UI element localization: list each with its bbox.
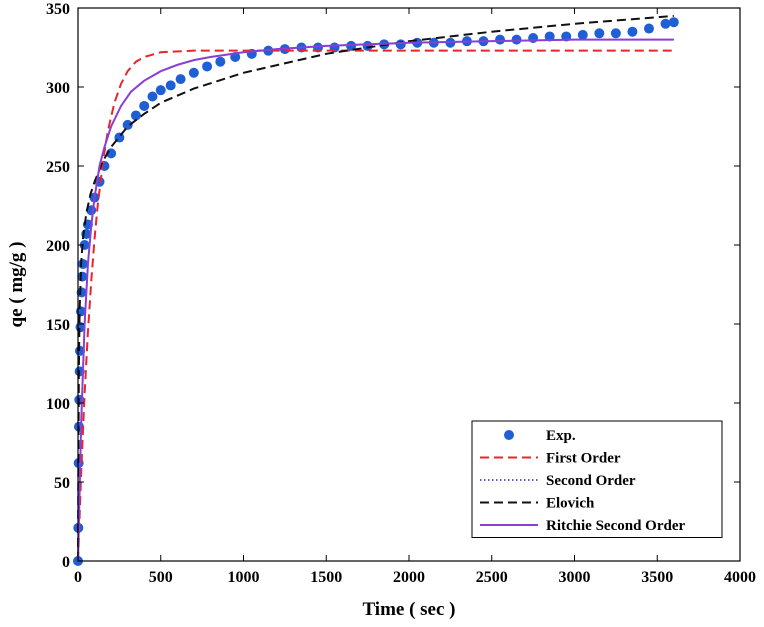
x-tick-label: 2500 bbox=[476, 569, 508, 586]
y-tick-label: 0 bbox=[62, 554, 70, 571]
data-point bbox=[594, 28, 605, 39]
data-point bbox=[511, 34, 522, 45]
y-tick-label: 250 bbox=[46, 159, 70, 176]
x-axis-label: Time ( sec ) bbox=[362, 599, 455, 620]
data-point bbox=[362, 40, 373, 51]
data-point bbox=[147, 91, 158, 102]
legend-label: Ritchie Second Order bbox=[546, 518, 685, 534]
x-tick-label: 2000 bbox=[393, 569, 425, 586]
data-point bbox=[528, 33, 539, 44]
data-point bbox=[139, 100, 150, 111]
legend-label: Elovich bbox=[546, 496, 595, 512]
x-tick-label: 3500 bbox=[641, 569, 673, 586]
data-point bbox=[77, 258, 88, 269]
x-axis: 0 500 1000 1500 2000 2500 3000 3500 4000 bbox=[74, 8, 756, 586]
y-tick-label: 300 bbox=[46, 80, 70, 97]
legend-box bbox=[471, 420, 723, 538]
data-point bbox=[544, 31, 555, 42]
data-point bbox=[395, 39, 406, 50]
x-tick-label: 1500 bbox=[310, 569, 342, 586]
y-tick-label: 100 bbox=[46, 396, 70, 413]
legend-swatch-marker bbox=[504, 430, 514, 440]
data-point bbox=[188, 67, 199, 78]
data-point bbox=[155, 85, 166, 96]
x-tick-label: 500 bbox=[149, 569, 173, 586]
series-line-first-order bbox=[77, 49, 674, 562]
data-point bbox=[202, 61, 213, 72]
y-axis-label: qe ( mg/g ) bbox=[6, 241, 27, 327]
x-tick-label: 4000 bbox=[724, 569, 756, 586]
data-point bbox=[643, 23, 654, 34]
legend-label: Second Order bbox=[546, 473, 636, 489]
x-tick-label: 3000 bbox=[559, 569, 591, 586]
y-tick-label: 200 bbox=[46, 238, 70, 255]
data-point bbox=[77, 271, 88, 282]
legend-label: Exp. bbox=[546, 428, 576, 444]
data-point bbox=[130, 110, 141, 121]
data-point bbox=[668, 17, 679, 28]
x-tick-label: 0 bbox=[74, 569, 82, 586]
y-tick-label: 150 bbox=[46, 317, 70, 334]
data-point bbox=[577, 29, 588, 40]
data-point bbox=[215, 56, 226, 67]
data-point bbox=[175, 74, 186, 85]
plot-content bbox=[73, 14, 679, 566]
y-tick-label: 50 bbox=[54, 475, 70, 492]
data-point bbox=[165, 80, 176, 91]
data-point bbox=[660, 18, 671, 29]
data-point bbox=[610, 28, 621, 39]
data-point bbox=[495, 34, 506, 45]
legend-label: First Order bbox=[546, 451, 621, 467]
y-axis: 0 50 100 150 200 250 300 350 bbox=[46, 1, 740, 571]
series-line-ritchie-second-order bbox=[77, 38, 674, 562]
y-tick-label: 350 bbox=[46, 1, 70, 18]
data-point bbox=[627, 26, 638, 37]
data-point bbox=[122, 119, 133, 130]
legend: Exp. First Order Second Order Elovich Ritchi… bbox=[471, 420, 723, 538]
x-tick-label: 1000 bbox=[228, 569, 260, 586]
